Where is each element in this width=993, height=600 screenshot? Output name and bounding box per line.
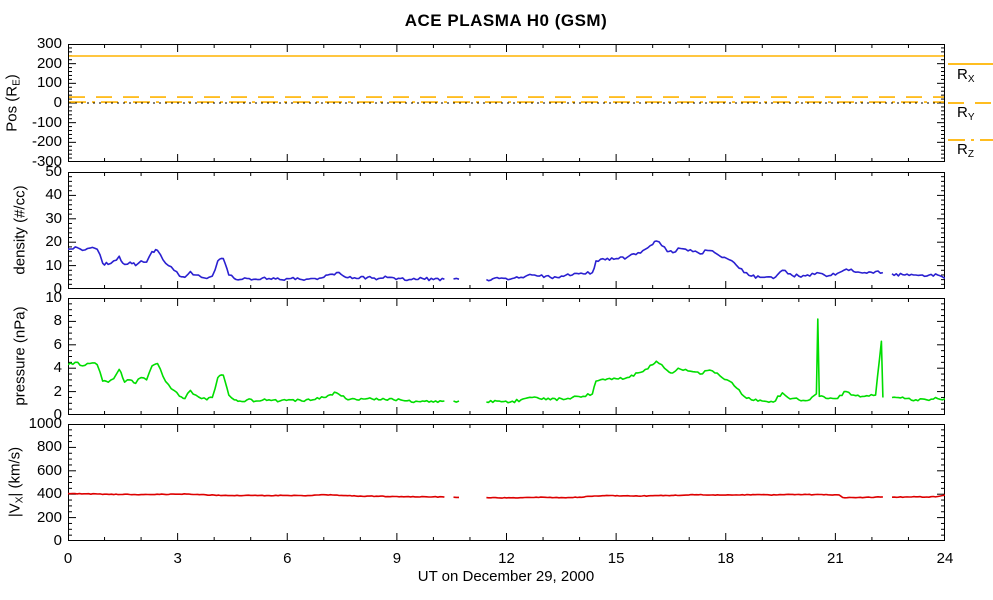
y-tick-label-position: 200 (36, 54, 62, 72)
y-tick-label-position: -100 (31, 113, 62, 131)
y-tick-label-velocity: 1000 (28, 415, 62, 432)
y-tick-label-velocity: 400 (36, 485, 62, 503)
y-tick-label-pressure: 2 (53, 382, 62, 400)
panel-position-plot (68, 44, 945, 162)
trace-velocity (486, 493, 883, 499)
x-tick-label: 24 (936, 550, 954, 567)
panel-density-plot (68, 172, 945, 289)
panel-pressure (68, 298, 945, 415)
trace-velocity (68, 492, 445, 498)
trace-pressure (68, 361, 445, 404)
trace-velocity (891, 494, 945, 499)
y-tick-label-pressure: 8 (53, 312, 62, 330)
x-tick-label: 18 (717, 550, 735, 567)
x-tick-label: 9 (392, 550, 402, 567)
trace-pressure (453, 400, 460, 403)
label-text: R (957, 141, 968, 158)
subscript: Z (967, 149, 974, 160)
chart-title: ACE PLASMA H0 (GSM) (404, 11, 608, 30)
y-tick-label-density: 0 (53, 280, 62, 297)
y-tick-label-position: 300 (36, 35, 62, 52)
legend-label-ry: RY (957, 104, 975, 123)
trace-density (891, 272, 945, 280)
y-axis-title-velocity: |VX| (km/s) (7, 447, 26, 517)
trace-density (68, 246, 445, 282)
y-tick-label-density: 50 (45, 163, 62, 180)
panel-position (68, 44, 945, 162)
legend-label-rz: RZ (957, 141, 974, 160)
legend-line-ry (948, 93, 993, 104)
y-tick-label-velocity: 0 (53, 532, 62, 549)
y-tick-label-pressure: 10 (45, 289, 62, 306)
label-text: R (957, 104, 968, 121)
subscript: X (967, 74, 975, 85)
y-tick-label-position: -200 (31, 133, 62, 151)
x-tick-label: 21 (827, 550, 844, 567)
panel-density (68, 172, 945, 289)
y-tick-label-position: -300 (31, 153, 62, 170)
legend-sample-svg-ry (948, 102, 993, 104)
x-tick-label: 0 (63, 550, 73, 567)
y-tick-label-position: 0 (53, 94, 62, 111)
x-tick-label: 3 (173, 550, 182, 567)
y-tick-label-velocity: 600 (36, 461, 62, 479)
y-tick-label-position: 100 (36, 74, 62, 92)
y-tick-label-velocity: 800 (36, 438, 62, 456)
panel-velocity-plot (68, 424, 945, 541)
y-tick-label-velocity: 200 (36, 508, 62, 526)
legend-sample-svg-rx (948, 63, 993, 65)
y-tick-label-density: 30 (45, 209, 62, 227)
legend-line-rx (948, 54, 993, 65)
y-tick-label-density: 10 (45, 256, 62, 274)
label-text: R (957, 66, 968, 83)
y-tick-label-pressure: 4 (53, 359, 62, 377)
y-tick-label-pressure: 6 (53, 335, 62, 353)
trace-pressure (891, 396, 945, 402)
trace-pressure (486, 318, 884, 404)
trace-density (486, 240, 884, 282)
y-tick-label-density: 20 (45, 233, 62, 251)
x-axis-title: UT on December 29, 2000 (417, 568, 595, 585)
y-tick-label-pressure: 0 (53, 406, 62, 423)
trace-density (453, 277, 460, 280)
x-tick-label: 12 (498, 550, 515, 567)
subscript: Y (967, 112, 975, 123)
legend-sample-svg-rz (948, 139, 993, 141)
x-tick-label: 6 (283, 550, 292, 567)
y-tick-label-density: 40 (45, 186, 62, 204)
panel-pressure-plot (68, 298, 945, 415)
panel-velocity (68, 424, 945, 541)
legend-label-rx: RX (957, 66, 975, 85)
legend-line-rz (948, 130, 993, 141)
x-tick-label: 15 (607, 550, 625, 567)
